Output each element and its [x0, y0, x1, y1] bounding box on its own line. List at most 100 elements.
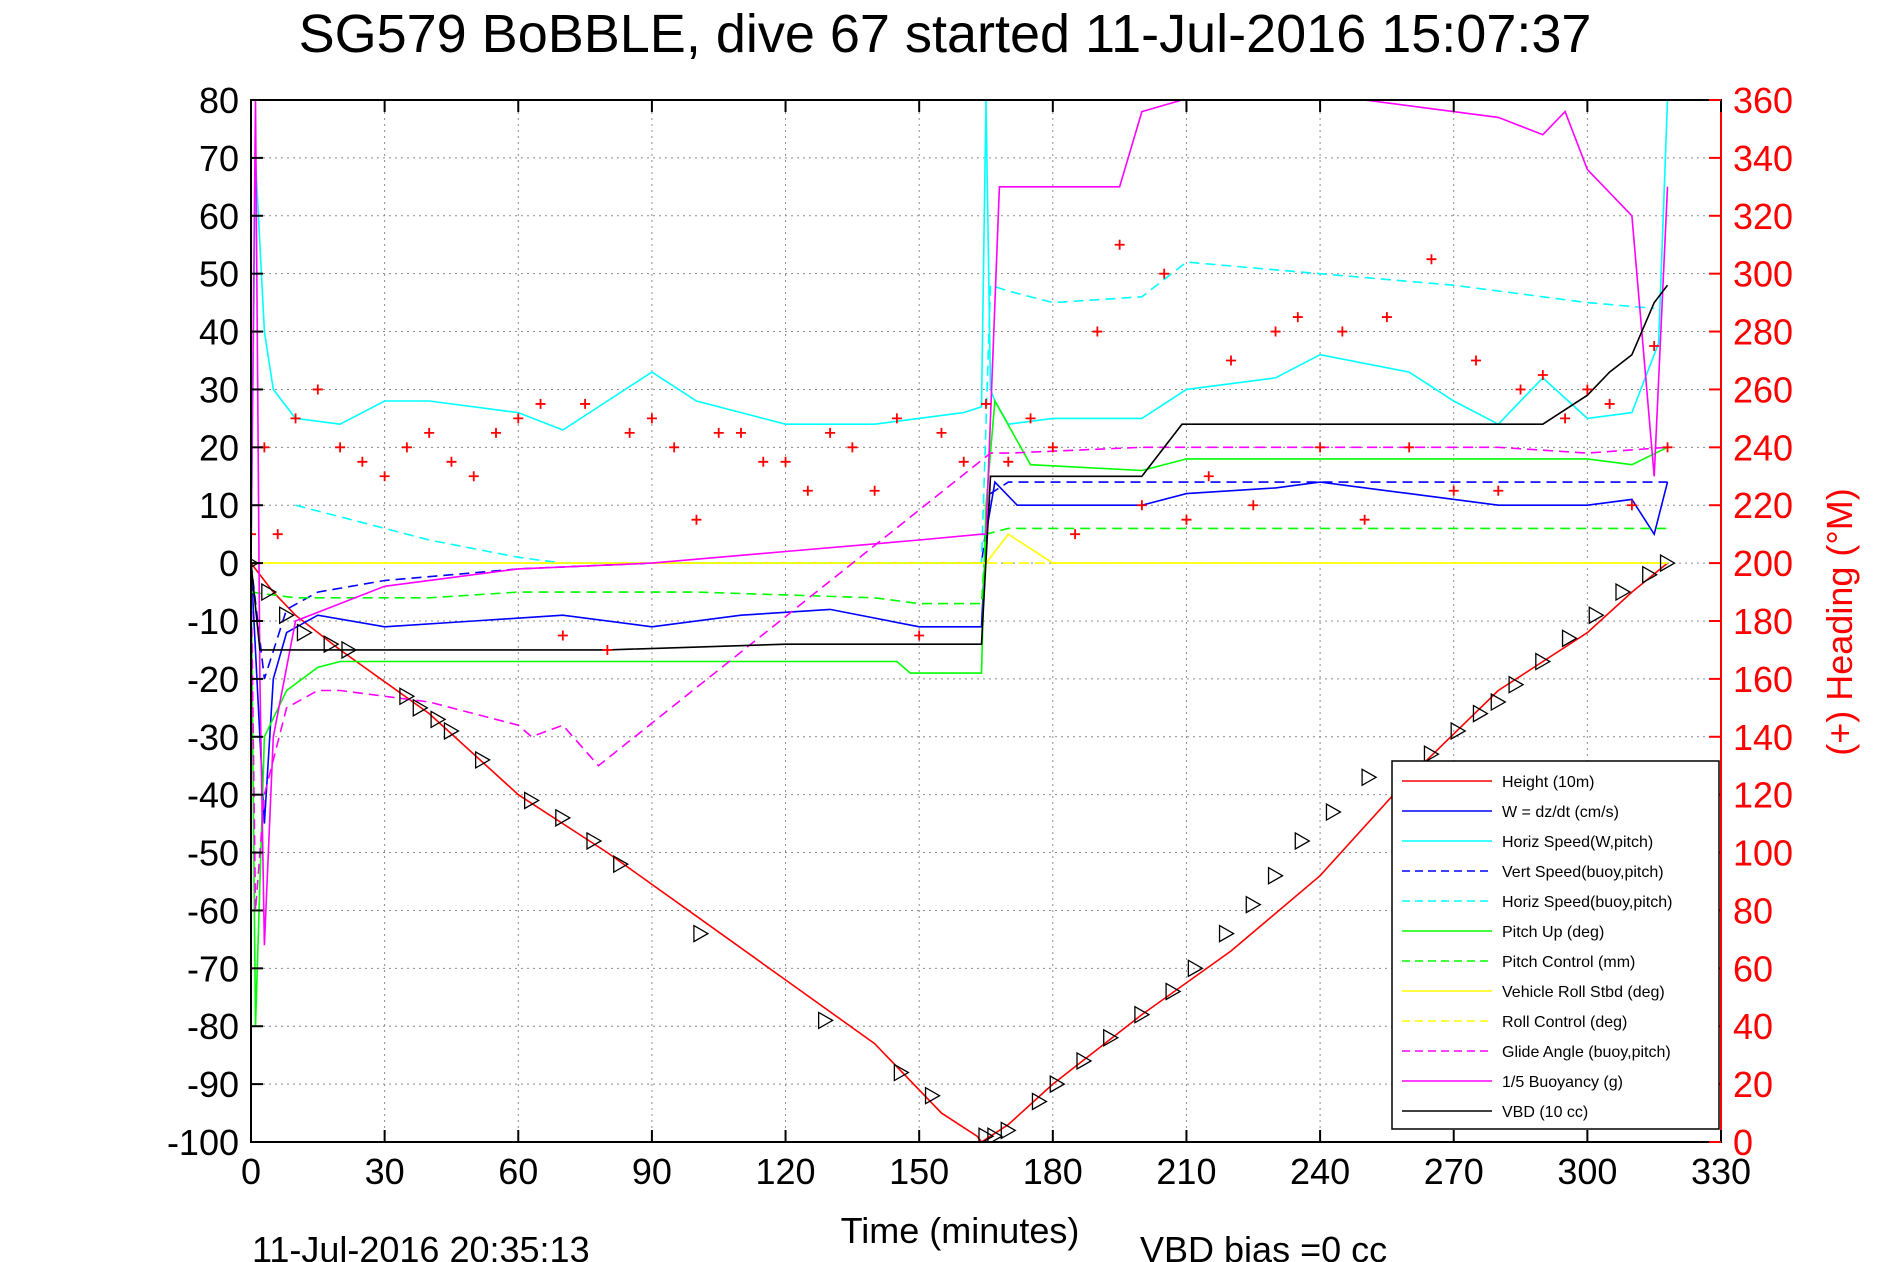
depth-marker	[1165, 982, 1182, 1001]
heading-point	[1136, 500, 1147, 511]
heading-point	[1337, 326, 1348, 337]
heading-point	[1226, 355, 1236, 366]
y2-tick-label: 220	[1733, 485, 1793, 526]
legend-label: 1/5 Buoyancy (g)	[1502, 1074, 1623, 1091]
heading-point	[713, 427, 724, 438]
heading-point	[251, 529, 256, 540]
depth-marker	[261, 582, 278, 602]
heading-point	[312, 384, 323, 395]
heading-point	[1114, 239, 1125, 250]
x-tick-label: 90	[632, 1151, 672, 1192]
heading-point	[1381, 312, 1392, 323]
heading-point	[691, 514, 702, 525]
y2-tick-label: 340	[1733, 138, 1793, 179]
heading-point	[1047, 442, 1058, 453]
heading-point	[624, 427, 635, 438]
heading-point	[825, 427, 836, 438]
depth-marker	[1472, 704, 1489, 723]
heading-point	[1315, 442, 1326, 453]
x-tick-label: 0	[241, 1151, 261, 1192]
depth-marker	[1245, 895, 1262, 914]
heading-point	[669, 442, 680, 453]
y2-tick-label: 160	[1733, 659, 1793, 700]
heading-point	[1181, 514, 1192, 525]
heading-point	[1292, 312, 1303, 323]
legend-label: Glide Angle (buoy,pitch)	[1502, 1044, 1671, 1061]
heading-point	[602, 644, 613, 655]
depth-marker	[1134, 1005, 1151, 1024]
heading-point	[1537, 369, 1548, 380]
y2-tick-label: 120	[1733, 775, 1793, 816]
depth-marker	[1423, 745, 1440, 764]
legend-label: Vehicle Roll Stbd (deg)	[1502, 984, 1665, 1001]
heading-point	[1025, 413, 1036, 424]
depth-marker	[893, 1063, 910, 1082]
heading-point	[1359, 514, 1370, 525]
heading-point	[1649, 341, 1660, 352]
heading-point	[1248, 500, 1259, 511]
y-tick-label: -10	[187, 601, 239, 642]
depth-marker	[1588, 606, 1605, 625]
x-tick-label: 150	[889, 1151, 949, 1192]
heading-point	[379, 471, 390, 482]
depth-marker	[412, 698, 429, 717]
depth-marker	[443, 721, 460, 741]
heading-point	[1560, 413, 1571, 424]
heading-point	[891, 413, 902, 424]
heading-point	[802, 485, 813, 496]
y-axis-ticks: 80 70 60 50 40 30 20 10 0 -10 -20 -30 -40 -50 -60 -70 -8…	[167, 80, 263, 1163]
depth-marker	[1187, 959, 1204, 978]
heading-point	[936, 427, 947, 438]
heading-point	[290, 413, 301, 424]
depth-marker	[296, 623, 313, 642]
heading-point	[1092, 326, 1103, 337]
heading-point	[958, 456, 969, 467]
depth-marker	[1508, 675, 1525, 694]
heading-point	[1493, 485, 1504, 496]
depth-marker	[1103, 1028, 1120, 1047]
legend: Height (10m) W = dz/dt (cm/s) Horiz Speed(…	[1391, 760, 1720, 1130]
legend-label: Roll Control (deg)	[1502, 1014, 1627, 1031]
series-line	[251, 527, 1668, 605]
y-tick-label: -100	[167, 1122, 239, 1163]
y-tick-label: 20	[199, 427, 239, 468]
depth-marker	[1535, 652, 1552, 671]
depth-marker	[924, 1086, 941, 1105]
heading-point	[335, 442, 346, 453]
heading-point	[1404, 442, 1415, 453]
depth-marker	[474, 750, 491, 770]
depth-marker	[341, 640, 358, 660]
legend-label: Pitch Up (deg)	[1502, 924, 1604, 941]
heading-point	[357, 456, 368, 467]
heading-point	[1448, 485, 1459, 496]
timestamp-footer: 11-Jul-2016 20:35:13	[252, 1229, 590, 1262]
chart-title: SG579 BoBBLE, dive 67 started 11-Jul-201…	[299, 4, 1592, 64]
depth-marker	[323, 635, 340, 654]
y-tick-label: 60	[199, 196, 239, 237]
heading-point	[981, 398, 991, 409]
heading-point	[736, 427, 746, 438]
depth-marker	[978, 1127, 995, 1142]
legend-label: W = dz/dt (cm/s)	[1502, 804, 1619, 821]
heading-point	[758, 456, 769, 467]
y2-tick-label: 180	[1733, 601, 1793, 642]
heading-point	[1582, 384, 1593, 395]
series-line	[251, 398, 1668, 1027]
y-tick-label: 0	[219, 543, 239, 584]
y-tick-label: -60	[187, 890, 239, 931]
legend-label: Pitch Control (mm)	[1502, 954, 1635, 971]
series-line	[251, 284, 1669, 651]
heading-point	[1515, 384, 1526, 395]
series-line	[251, 100, 1669, 946]
y-tick-label: -80	[187, 1006, 239, 1047]
heading-point	[1426, 254, 1437, 265]
y2-tick-label: 80	[1733, 890, 1773, 931]
heading-point	[869, 485, 880, 496]
x-axis-ticks: 0 30 60 90 120 150 180 210 240 270 300 330	[241, 100, 1751, 1192]
y2-tick-label: 260	[1733, 369, 1793, 410]
heading-point	[914, 630, 925, 641]
y-tick-label: 40	[199, 312, 239, 353]
heading-point	[1471, 355, 1481, 366]
y2-tick-label: 60	[1733, 948, 1773, 989]
